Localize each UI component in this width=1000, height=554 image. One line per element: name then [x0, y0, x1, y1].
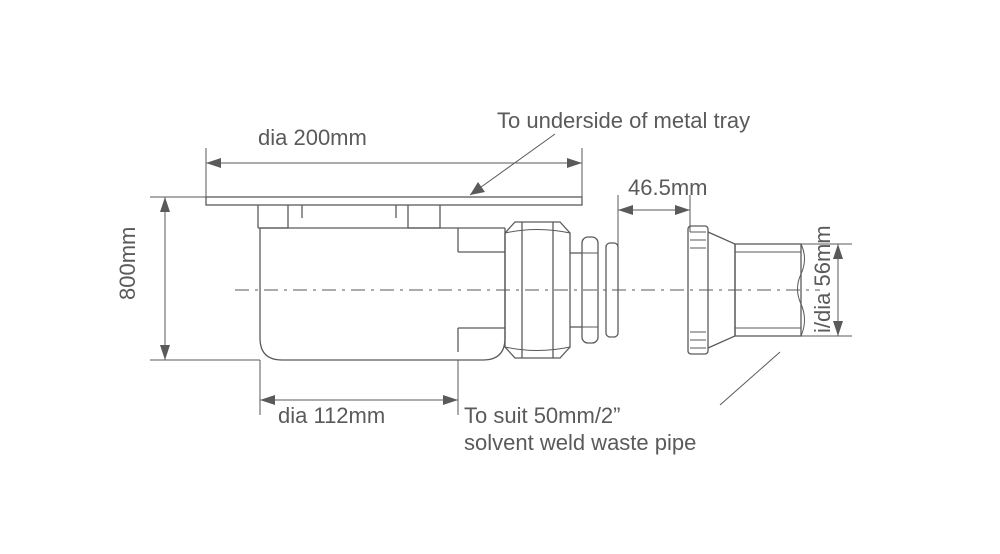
label-dia112: dia 112mm [278, 403, 385, 428]
dim-dia56: i/dia 56mm [801, 225, 852, 336]
note-solvent: To suit 50mm/2” solvent weld waste pipe [464, 403, 696, 455]
dim-465: 46.5mm [618, 175, 707, 255]
label-465: 46.5mm [628, 175, 707, 200]
dim-dia112: dia 112mm [260, 360, 458, 428]
trap-body [260, 228, 505, 360]
technical-drawing: dia 200mm To underside of metal tray 800… [0, 0, 1000, 554]
label-underside: To underside of metal tray [497, 108, 750, 133]
label-suit1: To suit 50mm/2” [464, 403, 621, 428]
dim-800: 800mm [115, 197, 260, 360]
flange-plate [206, 197, 582, 205]
flange-necks [258, 205, 440, 228]
dim-dia200: dia 200mm [206, 125, 582, 197]
label-dia200: dia 200mm [258, 125, 367, 150]
note-underside: To underside of metal tray [470, 108, 750, 195]
label-suit2: solvent weld waste pipe [464, 430, 696, 455]
label-dia56: i/dia 56mm [810, 225, 835, 333]
note-solvent-leader [720, 352, 780, 405]
label-800: 800mm [115, 227, 140, 300]
